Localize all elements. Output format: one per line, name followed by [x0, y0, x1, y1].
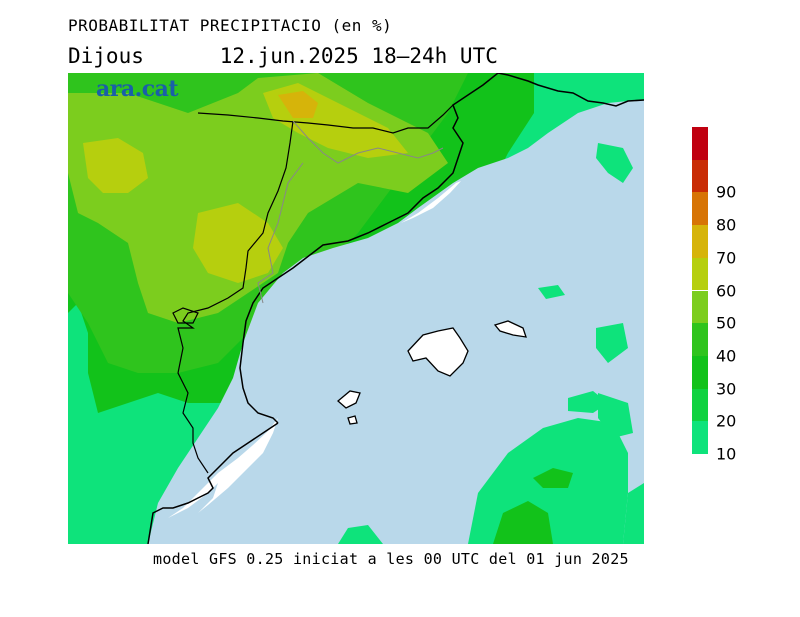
border-andorra [172, 307, 199, 324]
island-menorca [493, 320, 527, 338]
legend-label: 50 [716, 313, 737, 333]
prob-band-60 [278, 91, 318, 118]
day-label: Dijous [68, 44, 144, 68]
map-title: PROBABILITAT PRECIPITACIO (en %) [68, 16, 393, 35]
legend-bin [692, 225, 708, 258]
legend-bin [692, 290, 708, 324]
sea-patch-20b [493, 501, 553, 544]
legend-bin [692, 127, 708, 160]
legend-label: 90 [716, 182, 737, 202]
legend-bin [692, 159, 708, 193]
sea-patch-10g [338, 525, 383, 544]
legend-bin [692, 257, 708, 291]
coastline-south [147, 422, 279, 544]
legend-label: 60 [716, 281, 737, 300]
legend-bin [692, 355, 708, 389]
coastline-east [239, 73, 499, 424]
legend-bin [692, 421, 708, 454]
prob-band-50b [193, 203, 283, 283]
border-internal-2 [257, 162, 304, 304]
legend-label: 10 [716, 444, 737, 464]
sea-patch-10c [596, 323, 628, 363]
precipitation-map [68, 73, 644, 544]
map-svg [68, 73, 644, 544]
sea-patch-10b [538, 285, 565, 299]
legend-label: 30 [716, 379, 737, 399]
legend-label: 20 [716, 411, 737, 431]
sea-patch-10h [623, 483, 644, 544]
legend-label: 40 [716, 346, 737, 366]
coastline [497, 73, 644, 107]
legend-label: 80 [716, 215, 737, 235]
island-ibiza [336, 390, 361, 409]
sea-patch-10a [596, 143, 633, 183]
legend-label: 70 [716, 248, 737, 268]
prob-band-50a [83, 138, 148, 193]
border-catalonia-aragon [177, 120, 294, 474]
sea-patch-20a [533, 468, 573, 488]
color-legend: 10 20 30 40 50 60 70 80 90 [692, 127, 736, 464]
island-formentera [347, 415, 358, 425]
legend-bin [692, 192, 708, 226]
border-france-spain [197, 104, 454, 134]
legend-bin [692, 388, 708, 422]
border-internal [292, 120, 444, 164]
coast-mask-north [401, 181, 461, 223]
brand-logo: ara.cat [96, 76, 179, 102]
legend-bin [692, 323, 708, 356]
model-info: model GFS 0.25 iniciat a les 00 UTC del … [153, 550, 629, 568]
period-label: 12.jun.2025 18–24h UTC [219, 44, 498, 68]
island-mallorca [407, 327, 469, 377]
forecast-period: Dijous 12.jun.2025 18–24h UTC [68, 44, 498, 68]
